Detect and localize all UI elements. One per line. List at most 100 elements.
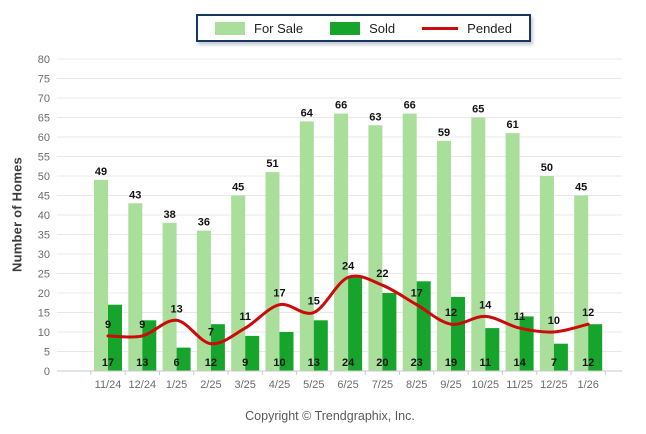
bar-sold (553, 343, 568, 371)
pended-value-label: 22 (376, 268, 388, 280)
bar-for-sale (94, 179, 108, 371)
x-tick-label: 12/24 (129, 379, 157, 391)
bar-sold (176, 347, 191, 371)
y-tick-label: 5 (44, 347, 50, 359)
for-sale-value-label: 66 (404, 100, 416, 112)
bar-for-sale (505, 133, 520, 371)
x-tick-label: 3/25 (234, 379, 255, 391)
bar-sold (142, 320, 157, 371)
sold-value-label: 14 (513, 357, 526, 369)
legend-label-for-sale: For Sale (254, 20, 304, 36)
pended-line-swatch-icon (422, 26, 459, 30)
sold-swatch-icon (330, 21, 361, 35)
y-tick-label: 25 (38, 269, 50, 281)
sold-value-label: 12 (582, 357, 594, 369)
x-tick-label: 6/25 (337, 379, 358, 391)
sold-value-label: 19 (445, 357, 457, 369)
bar-for-sale (539, 176, 554, 371)
sold-value-label: 13 (308, 357, 320, 369)
pended-value-label: 9 (139, 319, 145, 331)
y-tick-label: 60 (38, 132, 50, 144)
y-tick-label: 20 (38, 288, 50, 300)
bar-for-sale (368, 125, 383, 371)
bar-for-sale (574, 195, 589, 371)
pended-value-label: 24 (342, 260, 355, 272)
pended-value-label: 11 (239, 311, 251, 323)
x-tick-label: 11/24 (95, 379, 122, 391)
for-sale-value-label: 63 (369, 111, 381, 123)
pended-value-label: 9 (105, 319, 111, 331)
for-sale-value-label: 45 (232, 182, 244, 194)
legend-label-sold: Sold (369, 20, 396, 36)
pended-value-label: 14 (479, 299, 492, 311)
bar-sold (382, 293, 397, 371)
bar-for-sale (471, 117, 486, 371)
legend-label-pended: Pended (467, 20, 512, 36)
bar-sold (210, 324, 225, 371)
bar-sold (245, 335, 260, 371)
for-sale-swatch-icon (215, 21, 245, 35)
y-tick-label: 10 (38, 327, 50, 339)
bar-for-sale (196, 230, 211, 371)
for-sale-value-label: 49 (95, 166, 107, 178)
sold-value-label: 20 (376, 357, 388, 369)
y-tick-label: 45 (38, 191, 50, 203)
y-tick-label: 80 (38, 54, 50, 66)
bar-sold (451, 296, 465, 371)
y-tick-label: 15 (38, 308, 50, 320)
legend: For Sale Sold Pended (196, 14, 531, 42)
sold-value-label: 24 (342, 357, 355, 369)
for-sale-value-label: 45 (575, 182, 587, 194)
sold-value-label: 9 (242, 357, 248, 369)
bar-for-sale (231, 195, 246, 371)
for-sale-value-label: 50 (541, 162, 553, 174)
bar-sold (348, 277, 363, 371)
x-tick-label: 4/25 (269, 379, 290, 391)
pended-value-label: 7 (208, 327, 214, 339)
bar-sold (279, 332, 294, 371)
x-tick-label: 1/25 (166, 379, 187, 391)
x-tick-label: 10/25 (472, 379, 500, 391)
sold-value-label: 10 (273, 357, 285, 369)
bar-sold (485, 328, 500, 371)
y-tick-label: 40 (38, 210, 50, 222)
bar-for-sale (402, 113, 417, 371)
y-tick-label: 70 (38, 93, 50, 105)
pended-value-label: 12 (582, 307, 594, 319)
pended-value-label: 10 (548, 315, 560, 327)
bar-for-sale (162, 222, 177, 371)
x-tick-label: 8/25 (406, 379, 427, 391)
y-tick-label: 35 (38, 230, 50, 242)
bar-sold (588, 324, 603, 371)
for-sale-value-label: 51 (266, 158, 278, 170)
for-sale-value-label: 65 (472, 104, 484, 116)
sold-value-label: 13 (136, 357, 148, 369)
for-sale-value-label: 38 (163, 209, 175, 221)
for-sale-value-label: 61 (506, 119, 518, 131)
bar-for-sale (265, 172, 280, 371)
for-sale-value-label: 64 (301, 107, 314, 119)
sold-value-label: 11 (479, 357, 491, 369)
sold-value-label: 7 (551, 357, 557, 369)
y-tick-label: 75 (38, 74, 50, 86)
bar-sold (108, 304, 122, 371)
bar-for-sale (299, 121, 314, 372)
pended-value-label: 17 (273, 288, 285, 300)
x-tick-label: 7/25 (372, 379, 393, 391)
y-tick-label: 55 (38, 152, 50, 164)
bar-for-sale (437, 140, 451, 371)
pended-value-label: 12 (445, 307, 457, 319)
pended-value-label: 13 (170, 303, 182, 315)
y-tick-label: 30 (38, 249, 50, 261)
y-tick-label: 65 (38, 113, 50, 125)
x-tick-label: 2/25 (200, 379, 221, 391)
pended-value-label: 15 (308, 296, 320, 308)
sold-value-label: 23 (411, 357, 423, 369)
x-tick-label: 1/26 (577, 379, 598, 391)
copyright: Copyright © Trendgraphix, Inc. (245, 409, 415, 423)
x-tick-label: 9/25 (440, 379, 461, 391)
y-tick-label: 0 (44, 366, 50, 378)
x-tick-label: 12/25 (540, 379, 568, 391)
